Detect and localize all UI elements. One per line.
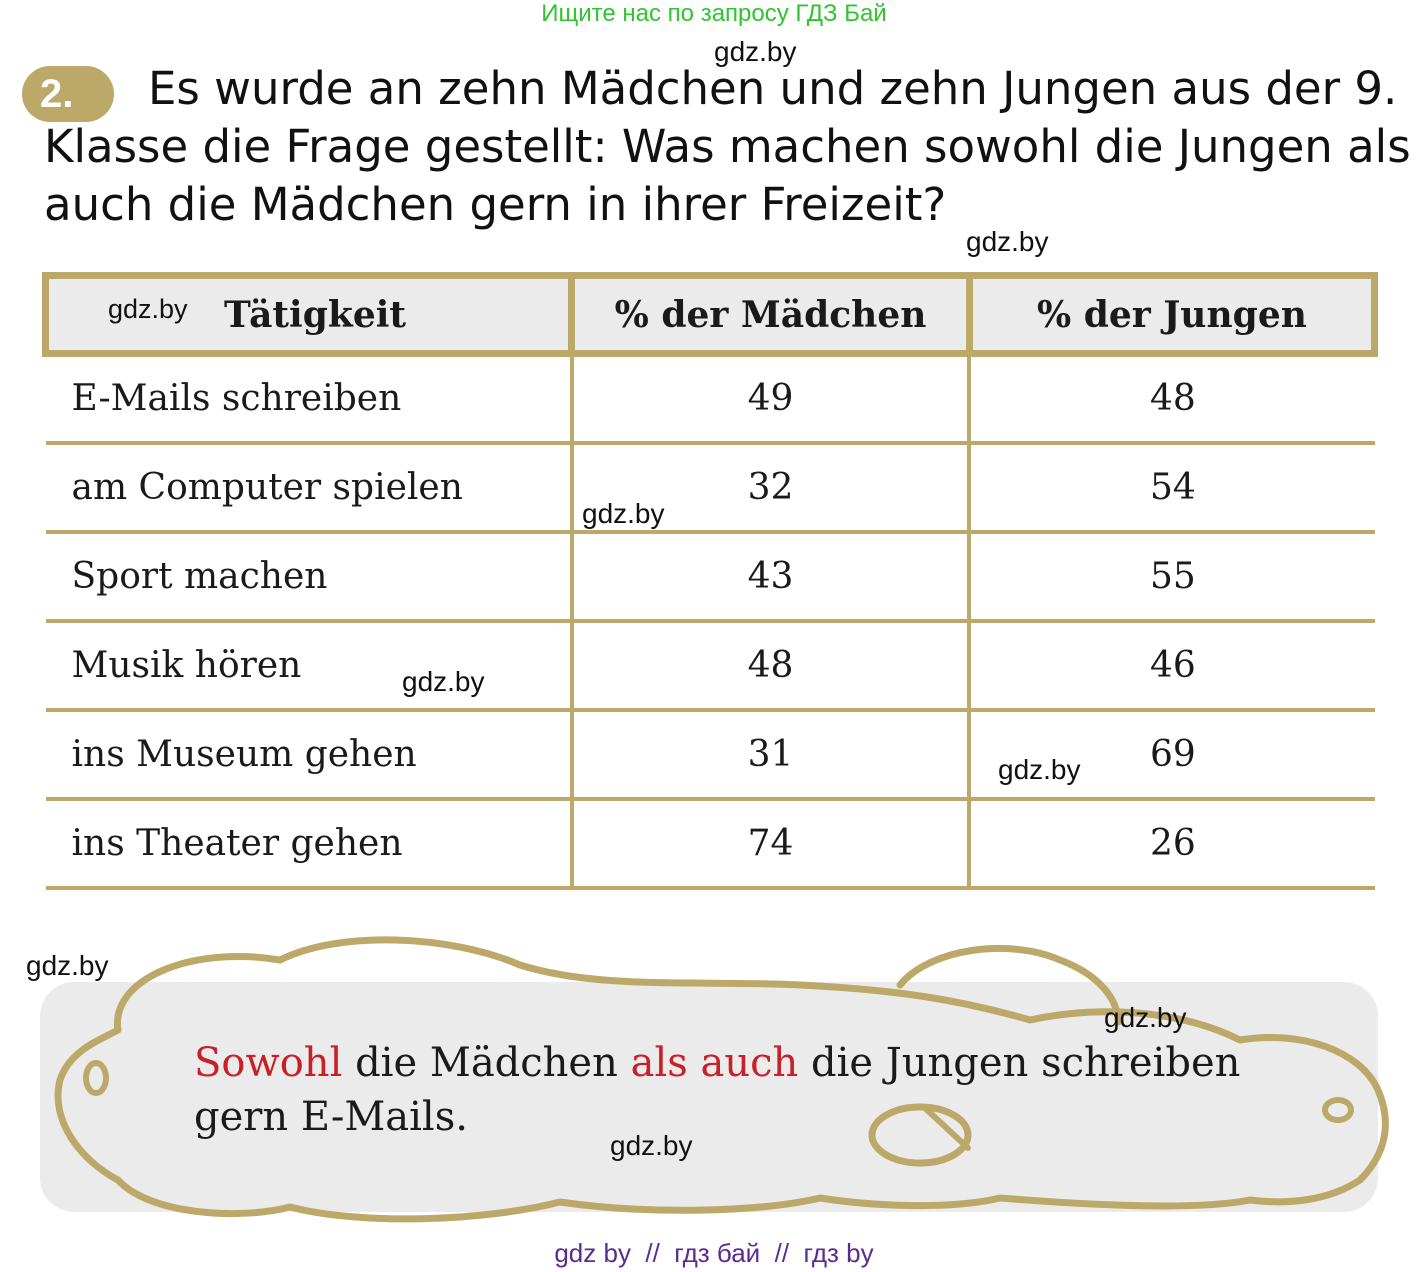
answer-text-part: die Mädchen	[342, 1040, 631, 1086]
watermark: gdz.by	[966, 226, 1049, 257]
answer-text-part: die Jungen schreiben gern E-Mails.	[194, 1040, 1241, 1140]
girls-percent-cell: 32	[571, 442, 972, 534]
activity-cell: ins Museum gehen	[45, 709, 574, 801]
task-number-badge: 2.	[22, 66, 114, 122]
boys-percent-cell: 55	[969, 531, 1375, 623]
girls-percent-cell: 49	[571, 353, 972, 445]
highlight-sowohl: Sowohl	[194, 1040, 343, 1086]
footer-links[interactable]: gdz by // гдз бай // гдз by	[554, 1238, 874, 1268]
watermark: gdz.by	[1104, 1002, 1187, 1033]
answer-panel	[40, 982, 1378, 1212]
top-banner[interactable]: Ищите нас по запросу ГДЗ Бай	[541, 0, 887, 27]
activity-cell: Sport machen	[45, 531, 574, 623]
boys-percent-cell: 48	[969, 353, 1375, 445]
highlight-als-auch: als auch	[630, 1040, 799, 1086]
table-row: E-Mails schreiben 49 48	[45, 353, 1375, 445]
activity-cell: E-Mails schreiben	[45, 353, 574, 445]
watermark: gdz.by	[582, 498, 665, 529]
table-row: am Computer spielen 32 54	[45, 442, 1375, 534]
boys-percent-cell: 46	[969, 620, 1375, 712]
table-header-row: Tätigkeit % der Mädchen % der Jungen	[41, 272, 1379, 357]
table-row: ins Theater gehen 74 26	[45, 798, 1375, 890]
boys-percent-cell: 69	[969, 709, 1375, 801]
activity-cell: ins Theater gehen	[45, 798, 574, 890]
column-header-boys: % der Jungen	[965, 272, 1379, 357]
boys-percent-cell: 54	[969, 442, 1375, 534]
watermark: gdz.by	[26, 950, 109, 981]
watermark: gdz.by	[998, 754, 1081, 785]
column-header-girls: % der Mädchen	[568, 272, 973, 357]
task-text-line: Klasse die Frage gestellt: Was machen so…	[44, 120, 1411, 173]
task-text-line: auch die Mädchen gern in ihrer Freizeit?	[44, 178, 947, 231]
girls-percent-cell: 43	[571, 531, 972, 623]
activities-table: Tätigkeit % der Mädchen % der Jungen E-M…	[41, 272, 1379, 890]
watermark: gdz.by	[108, 294, 188, 324]
column-header-activity: Tätigkeit	[41, 272, 576, 357]
thought-cloud-outline	[54, 936, 1389, 1223]
girls-percent-cell: 31	[571, 709, 972, 801]
girls-percent-cell: 74	[571, 798, 972, 890]
watermark: gdz.by	[402, 666, 485, 697]
boys-percent-cell: 26	[969, 798, 1375, 890]
activity-cell: am Computer spielen	[45, 442, 574, 534]
activity-cell: Musik hören	[45, 620, 574, 712]
watermark: gdz.by	[610, 1130, 693, 1161]
task-text-line: Es wurde an zehn Mädchen und zehn Jungen…	[148, 62, 1398, 115]
table-row: Sport machen 43 55	[45, 531, 1375, 623]
table-row: ins Museum gehen 31 69	[45, 709, 1375, 801]
answer-sentence: Sowohl die Mädchen als auch die Jungen s…	[194, 1036, 1294, 1144]
table-row: Musik hören 48 46	[45, 620, 1375, 712]
girls-percent-cell: 48	[571, 620, 972, 712]
watermark: gdz.by	[714, 36, 797, 67]
